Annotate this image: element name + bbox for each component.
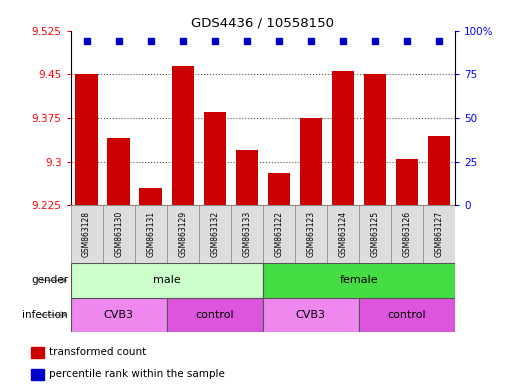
Text: GSM863125: GSM863125 — [370, 211, 379, 257]
Bar — [199, 205, 231, 263]
Text: female: female — [339, 275, 378, 285]
Text: GSM863133: GSM863133 — [242, 211, 251, 257]
Bar — [295, 205, 327, 263]
Text: infection: infection — [22, 310, 68, 320]
Bar — [140, 188, 162, 205]
Title: GDS4436 / 10558150: GDS4436 / 10558150 — [191, 17, 334, 30]
Bar — [359, 205, 391, 263]
Text: GSM863127: GSM863127 — [435, 211, 444, 257]
Bar — [31, 369, 44, 379]
Text: GSM863123: GSM863123 — [306, 211, 315, 257]
Text: CVB3: CVB3 — [296, 310, 326, 320]
Bar — [235, 150, 258, 205]
Bar — [332, 71, 354, 205]
Bar — [107, 139, 130, 205]
Text: GSM863124: GSM863124 — [338, 211, 347, 257]
Bar — [75, 74, 98, 205]
Bar — [167, 205, 199, 263]
Bar — [359, 298, 455, 332]
Text: GSM863131: GSM863131 — [146, 211, 155, 257]
Bar — [268, 174, 290, 205]
Bar — [423, 205, 455, 263]
Text: GSM863126: GSM863126 — [403, 211, 412, 257]
Text: control: control — [388, 310, 426, 320]
Text: GSM863130: GSM863130 — [114, 211, 123, 257]
Bar — [300, 118, 322, 205]
Bar — [71, 263, 263, 298]
Text: GSM863132: GSM863132 — [210, 211, 219, 257]
Bar — [172, 66, 194, 205]
Bar — [71, 205, 103, 263]
Text: percentile rank within the sample: percentile rank within the sample — [49, 369, 225, 379]
Bar — [396, 159, 418, 205]
Bar — [71, 298, 167, 332]
Bar — [363, 74, 386, 205]
Bar — [263, 205, 295, 263]
Bar — [391, 205, 423, 263]
Text: GSM863129: GSM863129 — [178, 211, 187, 257]
Bar — [203, 112, 226, 205]
Bar — [263, 298, 359, 332]
Text: CVB3: CVB3 — [104, 310, 134, 320]
Text: control: control — [196, 310, 234, 320]
Bar — [428, 136, 450, 205]
Text: GSM863122: GSM863122 — [275, 211, 283, 257]
Bar — [167, 298, 263, 332]
Text: GSM863128: GSM863128 — [82, 211, 91, 257]
Text: gender: gender — [31, 275, 68, 285]
Text: male: male — [153, 275, 180, 285]
Bar — [135, 205, 167, 263]
Text: transformed count: transformed count — [49, 347, 146, 357]
Bar — [327, 205, 359, 263]
Bar — [103, 205, 135, 263]
Bar — [31, 347, 44, 358]
Bar — [231, 205, 263, 263]
Bar — [263, 263, 455, 298]
